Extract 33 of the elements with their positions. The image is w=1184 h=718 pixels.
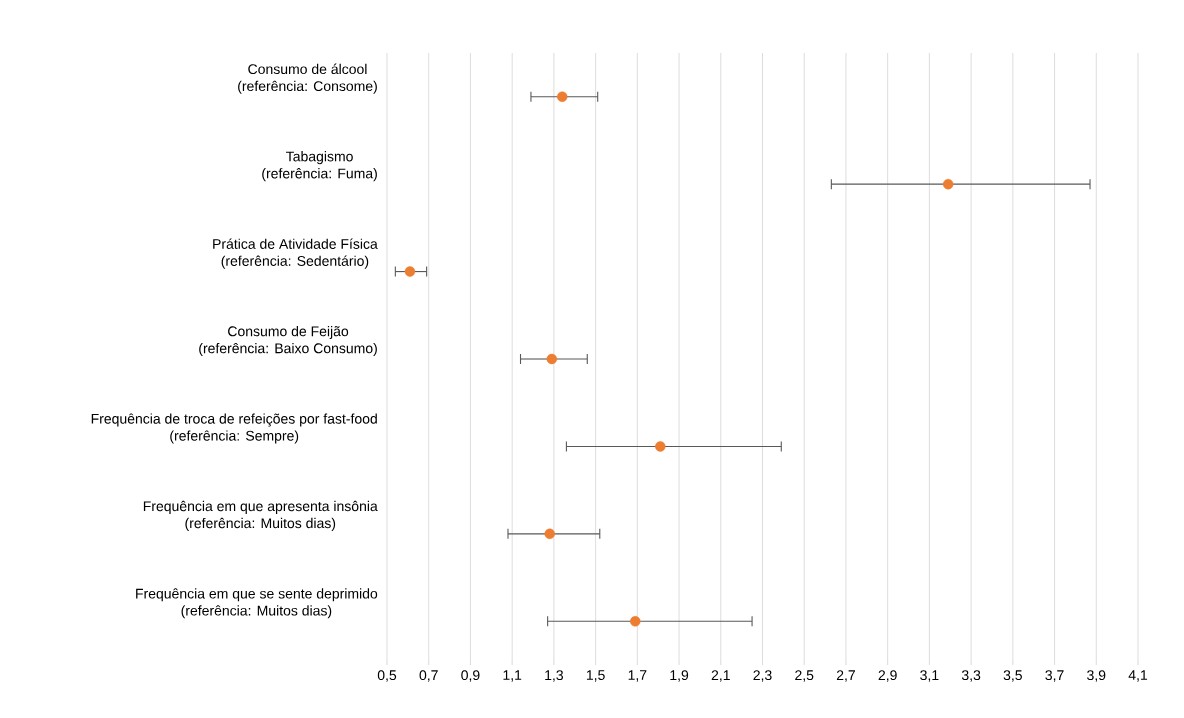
x-tick-label: 3,7 — [1045, 670, 1064, 682]
y-tick-label: Tabagismo (referência: Fuma) — [262, 151, 377, 182]
point — [544, 528, 555, 540]
x-tick-label: 2,7 — [836, 670, 855, 682]
x-tick-label: 2,3 — [753, 670, 772, 682]
x-tick-label: 1,9 — [670, 670, 689, 682]
x-tick-label: 3,3 — [961, 670, 981, 682]
x-tick-label: 1,5 — [586, 670, 605, 682]
y-tick-label: Prática de Atividade Física (referência: Sedentário) — [213, 238, 378, 269]
y-tick-label: Frequência em que apresenta insônia (referência: Muitos dias) — [143, 500, 378, 531]
x-tick-label: 0,9 — [461, 670, 480, 682]
x-tick-label: 2,9 — [878, 670, 897, 682]
point — [557, 91, 568, 102]
x-tick-label: 3,9 — [1087, 670, 1106, 682]
y-tick-label: Consumo de álcool (referência: Consome) — [238, 63, 377, 94]
y-tick-label: Frequência em que se sente deprimido (referência: Muitos dias) — [136, 588, 378, 619]
x-tick-label: 0,7 — [419, 670, 438, 682]
point — [942, 178, 954, 190]
x-tick-label: 3,5 — [1003, 670, 1022, 682]
point — [630, 616, 641, 627]
point — [546, 353, 558, 365]
y-tick-label: Frequência de troca de refeições por fast-food (referência: Sempre) — [91, 413, 377, 444]
point — [404, 266, 416, 277]
x-tick-label: 1,1 — [503, 670, 522, 682]
x-tick-label: 1,3 — [545, 670, 563, 682]
y-tick-label: Consumo de Feijão (referência: Baixo Consumo) — [199, 325, 377, 357]
x-tick-label: 3,1 — [920, 670, 939, 682]
x-tick-label: 2,1 — [711, 670, 730, 682]
x-tick-label: 1,7 — [628, 670, 647, 682]
point — [655, 441, 666, 452]
x-tick-label: 2,5 — [795, 670, 814, 682]
x-tick-label: 0,5 — [377, 670, 397, 682]
x-tick-label: 4,1 — [1128, 670, 1148, 682]
